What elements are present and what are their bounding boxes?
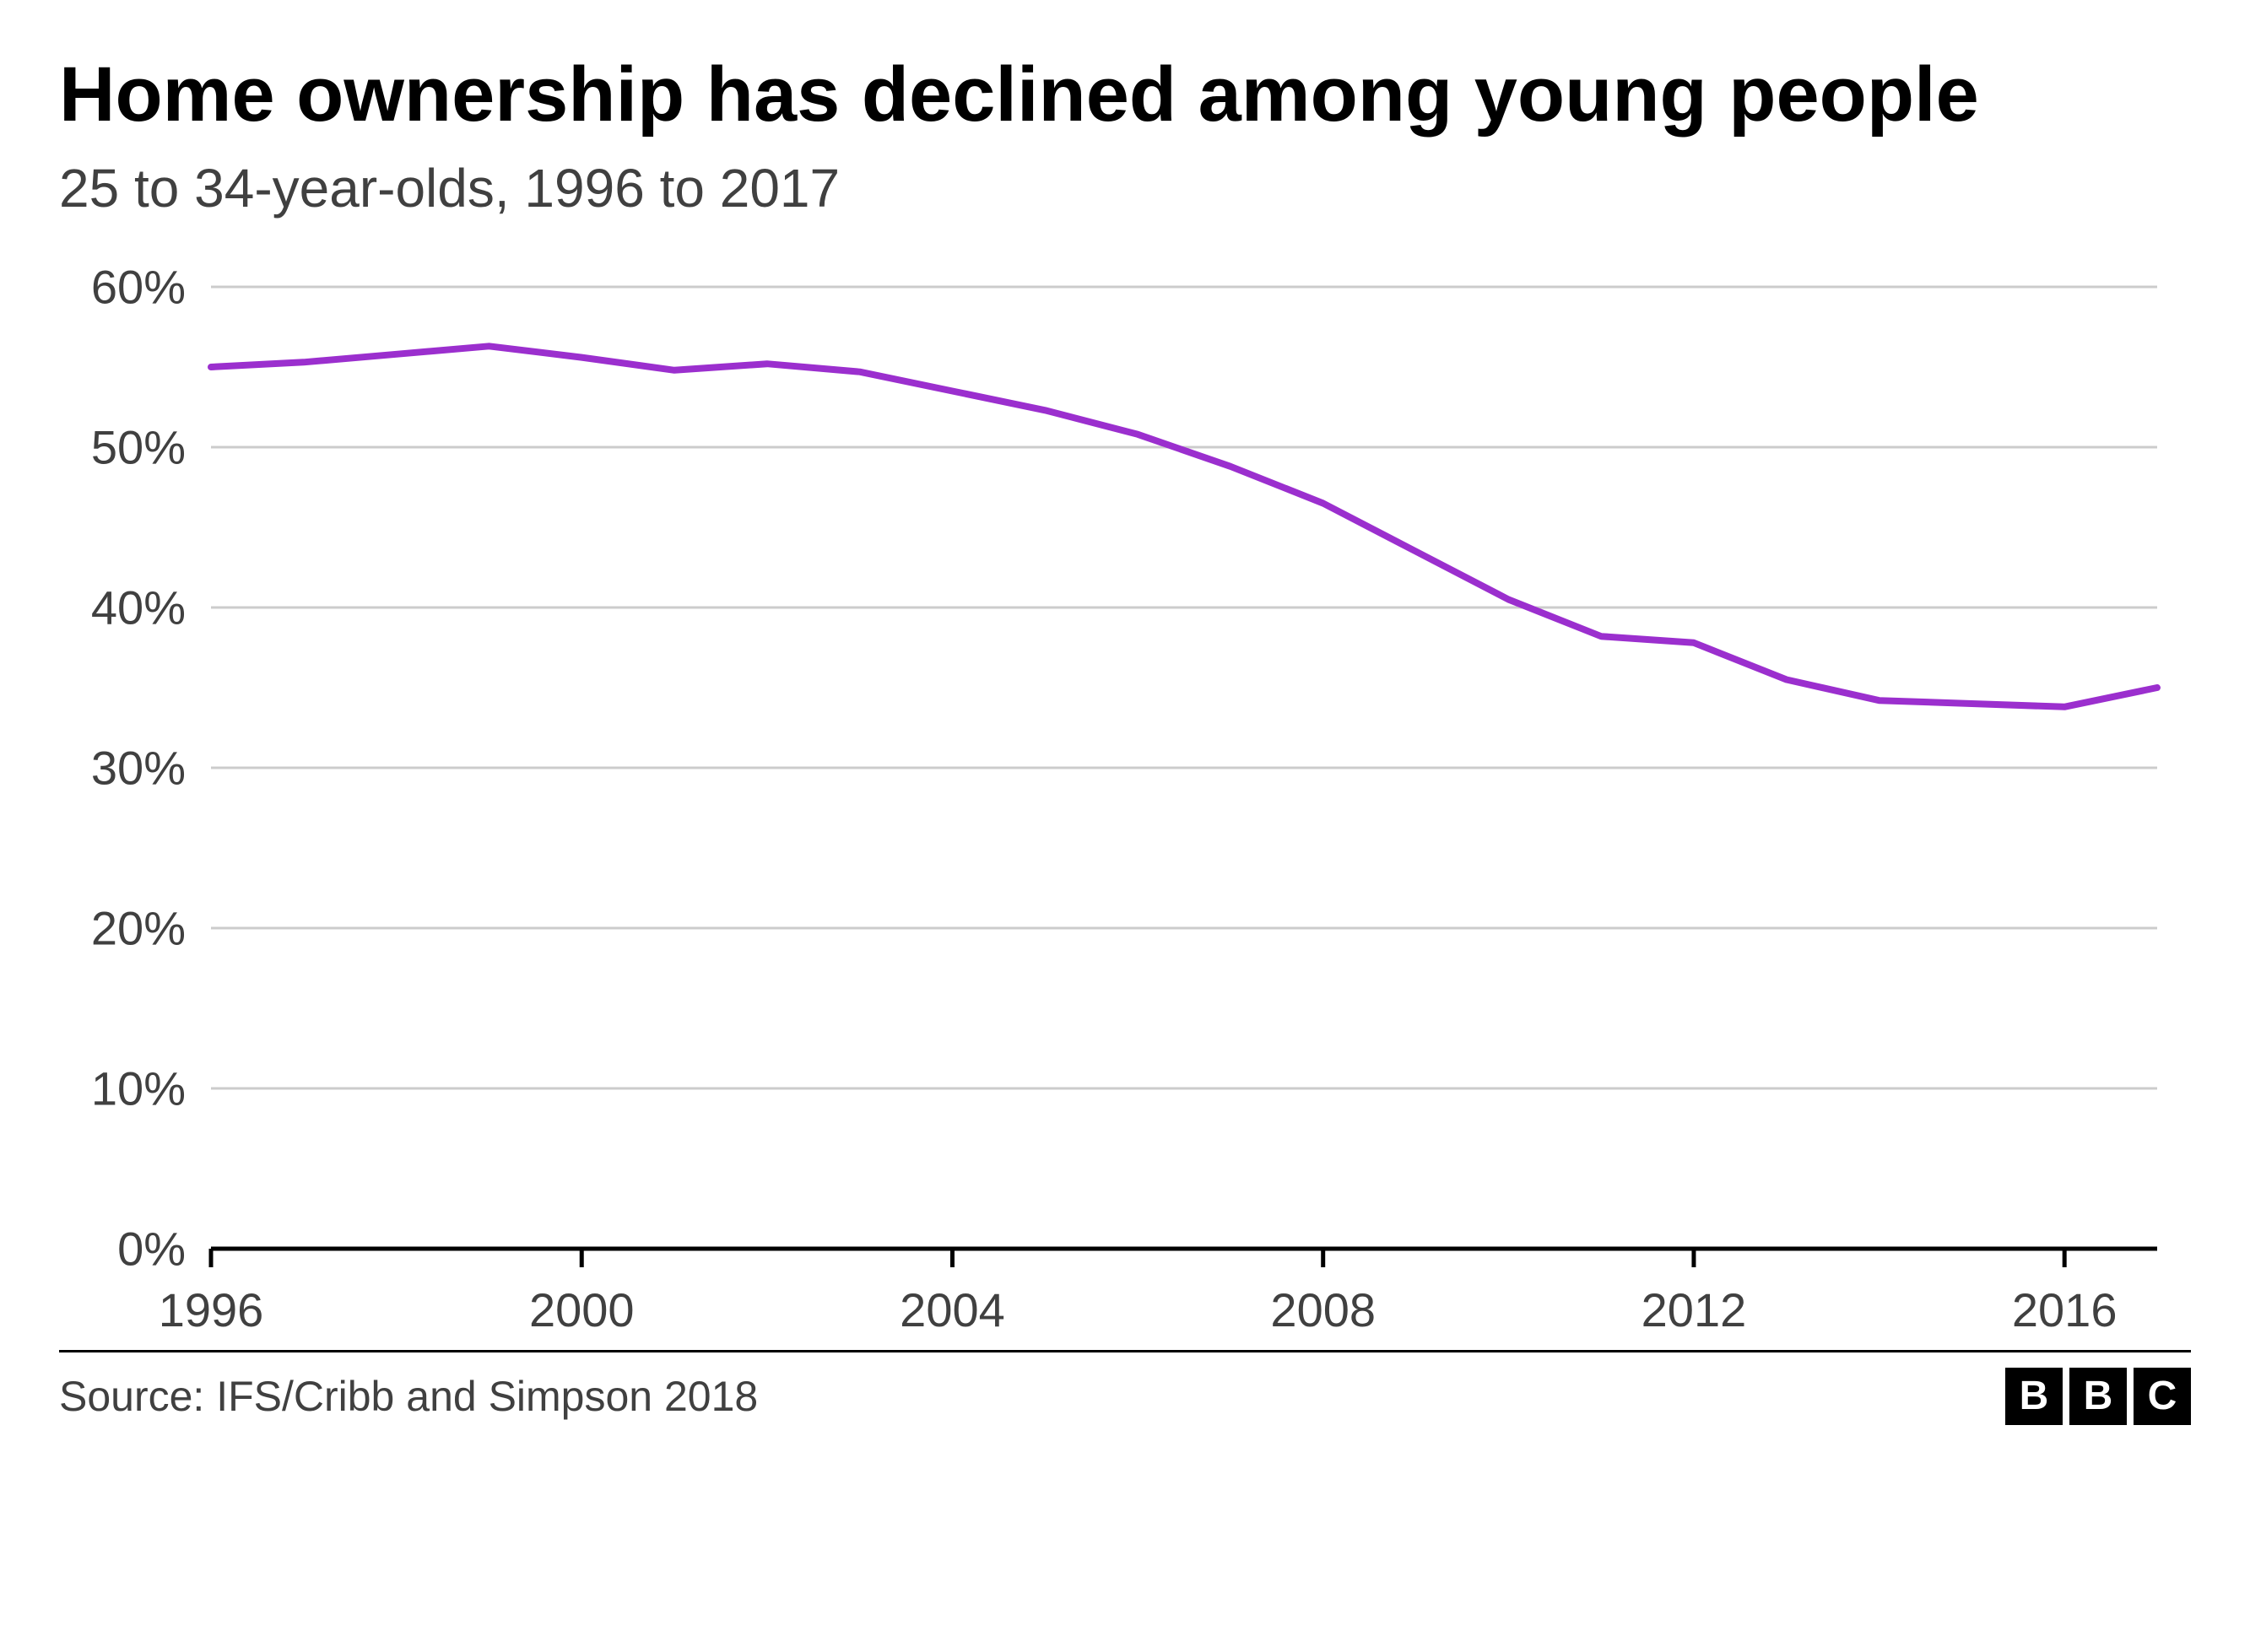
- chart-container: Home ownership has declined among young …: [0, 0, 2250, 1652]
- chart-plot-area: 0% 10% 20% 30% 40% 50% 60% 1996 2000 2004 2008 2012…: [59, 270, 2191, 1350]
- y-tick-label: 20%: [91, 901, 186, 954]
- y-tick-label: 50%: [91, 420, 186, 473]
- x-tick-label: 2008: [1270, 1283, 1376, 1336]
- line-chart-svg: 0% 10% 20% 30% 40% 50% 60% 1996 2000 2004 2008 2012…: [59, 270, 2191, 1350]
- bbc-logo-letter: B: [2005, 1368, 2063, 1425]
- chart-subtitle: 25 to 34-year-olds, 1996 to 2017: [59, 157, 2191, 219]
- x-tick-label: 2004: [900, 1283, 1005, 1336]
- x-tick-label: 1996: [159, 1283, 264, 1336]
- bbc-logo-letter: C: [2134, 1368, 2191, 1425]
- chart-title: Home ownership has declined among young …: [59, 51, 2191, 140]
- y-tick-label: 10%: [91, 1061, 186, 1115]
- series-line-ownership: [211, 346, 2157, 707]
- y-tick-label: 60%: [91, 270, 186, 314]
- footer: Source: IFS/Cribb and Simpson 2018 BBC: [59, 1352, 2191, 1425]
- y-tick-label: 40%: [91, 580, 186, 634]
- x-tick-label: 2000: [529, 1283, 635, 1336]
- bbc-logo: BBC: [2005, 1368, 2191, 1425]
- y-tick-label: 30%: [91, 741, 186, 794]
- source-text: Source: IFS/Cribb and Simpson 2018: [59, 1372, 758, 1421]
- x-tick-label: 2016: [2012, 1283, 2117, 1336]
- y-tick-label: 0%: [117, 1222, 186, 1275]
- bbc-logo-letter: B: [2069, 1368, 2127, 1425]
- x-tick-label: 2012: [1642, 1283, 1747, 1336]
